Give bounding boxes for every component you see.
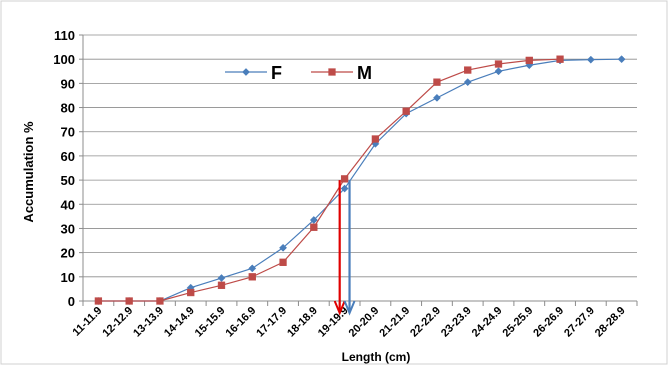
series-layer [94, 55, 626, 305]
data-point-f [309, 216, 318, 224]
legend-label-m: M [357, 63, 372, 83]
data-point-m [125, 297, 133, 305]
data-point-m [156, 297, 164, 305]
data-point-f [279, 243, 288, 252]
annotation-arrow-head [343, 300, 356, 316]
annotation-arrow-head [333, 300, 346, 316]
data-point-m [310, 223, 318, 231]
y-tick-labels: 0 10 20 30 40 50 60 70 80 90 100 110 [53, 28, 75, 309]
legend-marker-m [328, 68, 336, 76]
y-tick-label: 70 [61, 125, 75, 140]
data-point-f [463, 78, 472, 87]
data-point-m [94, 297, 103, 305]
data-point-f [340, 184, 349, 193]
x-axis-label: Length (cm) [342, 350, 411, 364]
legend-marker-f [242, 68, 250, 76]
data-point-m [340, 175, 349, 183]
data-point-f [586, 55, 595, 64]
y-tick-label: 110 [54, 28, 75, 43]
legend-label-f: F [271, 63, 282, 83]
data-point-m [402, 107, 410, 115]
data-point-m [556, 55, 564, 63]
data-point-m [217, 281, 226, 289]
y-tick-label: 90 [61, 76, 75, 91]
data-point-m [494, 60, 503, 68]
data-point-m [187, 288, 195, 297]
y-tick-label: 0 [68, 294, 75, 309]
y-tick-label: 50 [61, 173, 75, 188]
y-tick-label: 40 [61, 197, 75, 212]
axes [79, 34, 638, 306]
data-point-m [464, 66, 472, 74]
data-point-f [432, 93, 441, 102]
data-point-m [371, 135, 380, 143]
data-point-f [217, 274, 226, 282]
data-point-m [279, 258, 287, 266]
y-tick-label: 10 [61, 270, 75, 285]
y-tick-label: 60 [61, 149, 75, 164]
data-point-f [494, 67, 503, 76]
series-line-m [98, 58, 561, 302]
data-point-f [617, 55, 626, 64]
y-tick-label: 100 [53, 52, 75, 67]
series-line-f [98, 58, 622, 302]
data-point-m [248, 273, 256, 281]
y-tick-label: 20 [61, 246, 75, 261]
data-point-f [248, 264, 257, 273]
y-axis-label: Accumulation % [21, 121, 36, 223]
data-point-m [433, 78, 441, 86]
y-tick-label: 30 [61, 221, 75, 236]
y-tick-label: 80 [61, 101, 75, 116]
annotation-layer [333, 180, 356, 316]
data-point-m [525, 56, 533, 65]
gridlines [83, 34, 637, 278]
